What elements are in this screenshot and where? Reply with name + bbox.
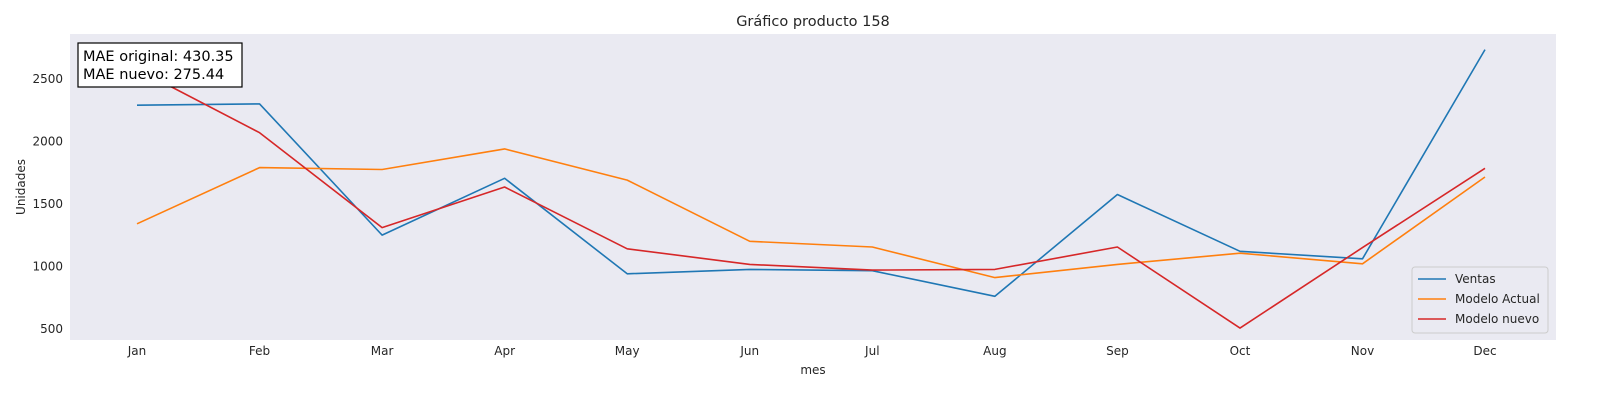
x-tick-label: Oct [1230, 344, 1251, 358]
chart-title: Gráfico producto 158 [736, 14, 890, 30]
x-tick-label: Apr [494, 344, 515, 358]
mae-original-text: MAE original: 430.35 [83, 49, 234, 65]
x-tick-label: Mar [371, 344, 394, 358]
x-tick-label: Jan [127, 344, 147, 358]
legend-label: Ventas [1455, 272, 1496, 286]
x-tick-label: Jul [864, 344, 879, 358]
mae-annotation-box [77, 42, 243, 88]
y-tick-label: 500 [40, 322, 63, 336]
y-tick-label: 2000 [32, 134, 63, 148]
legend: Ventas Modelo Actual Modelo nuevo [1411, 266, 1549, 334]
legend-label: Modelo nuevo [1455, 312, 1539, 326]
x-tick-label: Aug [983, 344, 1006, 358]
x-tick-label: May [615, 344, 640, 358]
plot-area [70, 34, 1556, 340]
series-line-modelo-nuevo [136, 68, 1486, 329]
mae-new-text: MAE nuevo: 275.44 [83, 67, 224, 83]
x-tick-label: Jun [739, 344, 759, 358]
y-axis-ticks: 500 1000 1500 2000 2500 [32, 72, 63, 336]
legend-label: Modelo Actual [1455, 292, 1540, 306]
x-tick-label: Sep [1106, 344, 1129, 358]
y-tick-label: 1000 [32, 259, 63, 273]
x-tick-label: Nov [1351, 344, 1374, 358]
series-lines [136, 49, 1486, 329]
x-tick-label: Feb [249, 344, 270, 358]
x-axis-label: mes [800, 363, 825, 377]
mae-annotation: MAE original: 430.35 MAE nuevo: 275.44 [77, 42, 243, 88]
y-axis-label: Unidades [14, 159, 28, 215]
legend-box [1411, 266, 1549, 334]
y-tick-label: 1500 [32, 197, 63, 211]
y-tick-label: 2500 [32, 72, 63, 86]
x-axis-ticks: Jan Feb Mar Apr May Jun Jul Aug Sep Oct Nov Dec [127, 344, 1497, 358]
series-line-ventas [136, 49, 1486, 298]
series-line-modelo-actual [136, 148, 1486, 279]
x-tick-label: Dec [1473, 344, 1496, 358]
